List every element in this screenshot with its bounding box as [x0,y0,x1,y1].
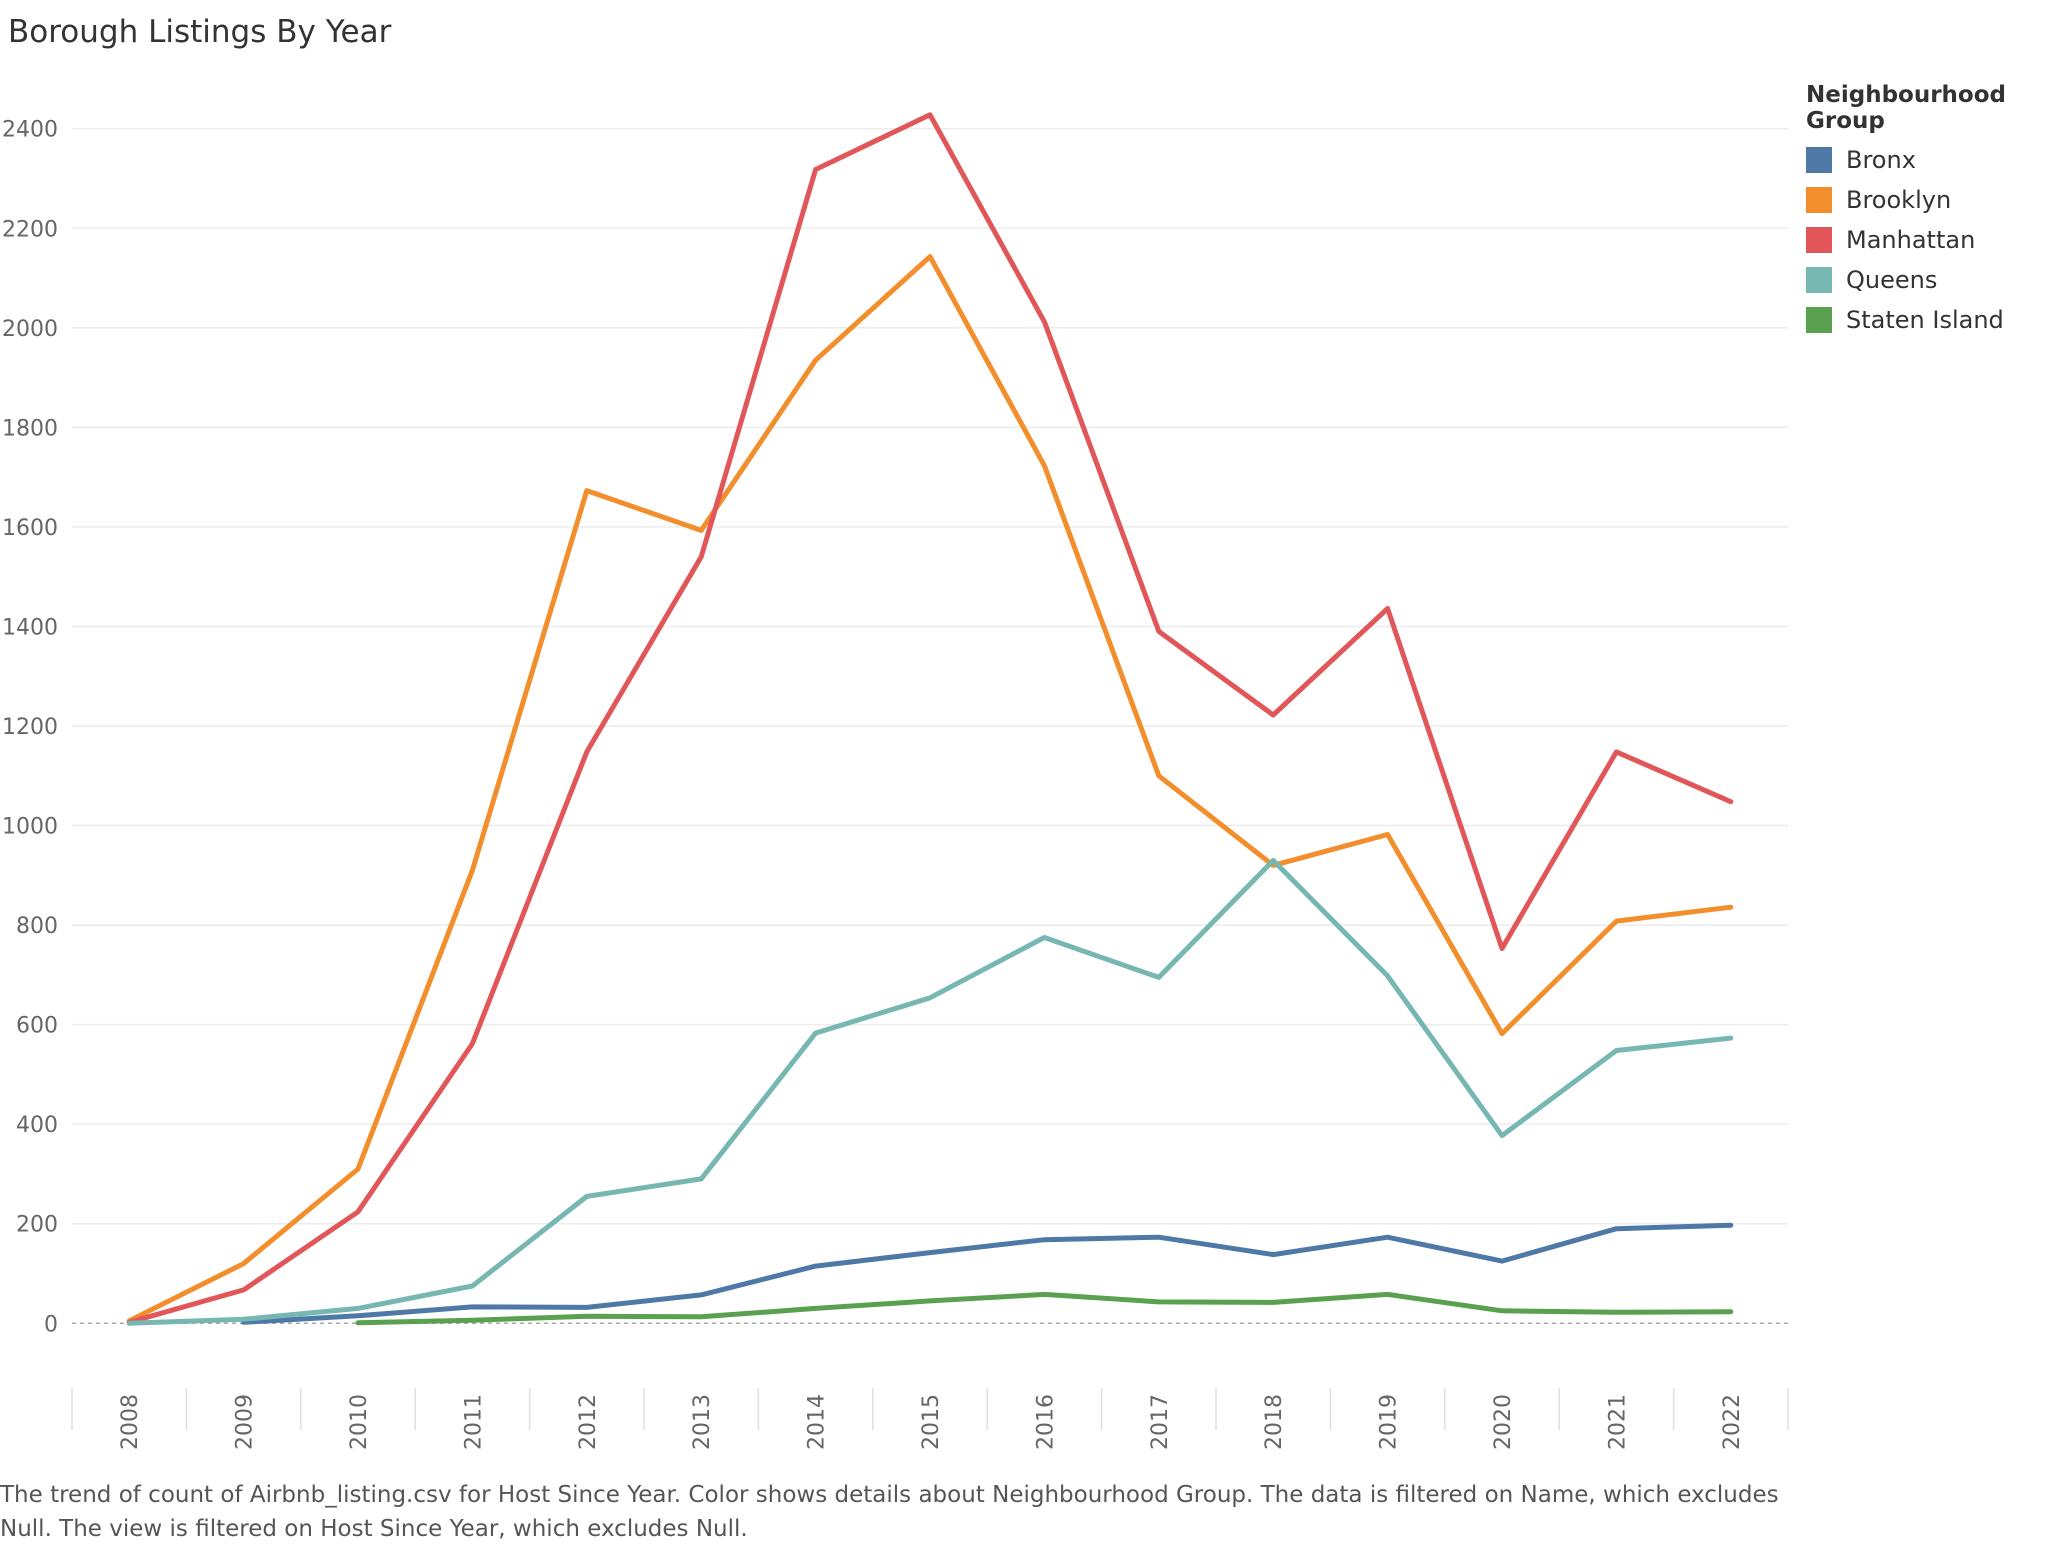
y-axis-ticks: 0 200 400 600 800 1000 1200 1400 1600 1800 2000 220… [2,118,58,1338]
x-tick-label: 2009 [233,1394,258,1450]
y-tick-label: 800 [16,914,58,939]
legend-title: Neighbourhood Group [1806,82,2006,134]
chart-title: Borough Listings By Year [8,14,392,50]
legend-swatch [1806,187,1832,213]
x-axis: 2008 2009 2010 2011 2012 2013 2014 2015 2016 2017… [71,1388,1789,1450]
x-tick-label: 2012 [576,1394,601,1450]
y-tick-label: 1200 [2,715,58,740]
x-tick-label: 2022 [1720,1394,1745,1450]
y-tick-label: 1000 [2,815,58,840]
y-tick-label: 400 [16,1113,58,1138]
series-line-brooklyn[interactable] [126,254,1734,1324]
series-line-bronx[interactable] [241,1222,1734,1325]
x-tick-label: 2019 [1377,1394,1402,1450]
x-tick-label: 2011 [461,1394,486,1450]
legend-label: Staten Island [1846,306,2004,334]
x-tick-label: 2016 [1033,1394,1058,1450]
chart-caption: The trend of count of Airbnb_listing.csv… [0,1482,1779,1542]
legend-label: Manhattan [1846,226,1976,254]
legend-swatch [1806,227,1832,253]
legend-swatch [1806,147,1832,173]
y-tick-label: 200 [16,1213,58,1238]
legend-item-bronx[interactable]: Bronx [1806,140,2072,180]
legend-item-brooklyn[interactable]: Brooklyn [1806,180,2072,220]
x-tick-label: 2021 [1605,1394,1630,1450]
legend-item-queens[interactable]: Queens [1806,260,2072,300]
y-tick-label: 1600 [2,516,58,541]
y-tick-label: 1400 [2,615,58,640]
legend-label: Queens [1846,266,1938,294]
legend-item-staten-island[interactable]: Staten Island [1806,300,2072,340]
legend-swatch [1806,267,1832,293]
x-tick-label: 2010 [347,1394,372,1450]
legend-swatch [1806,307,1832,333]
legend-label: Brooklyn [1846,186,1952,214]
legend-label: Bronx [1846,146,1916,174]
x-tick-label: 2018 [1262,1394,1287,1450]
x-tick-label: 2013 [690,1394,715,1450]
x-tick-label: 2014 [805,1394,830,1450]
legend: Neighbourhood Group Bronx Brooklyn Manhatt… [1806,82,2072,340]
x-tick-label: 2008 [118,1394,143,1450]
y-tick-label: 0 [44,1312,58,1337]
y-tick-label: 2000 [2,317,58,342]
x-tick-label: 2020 [1491,1394,1516,1450]
line-chart: 0 200 400 600 800 1000 1200 1400 1600 1800 2000 220… [2,112,1789,1450]
series-line-staten-island[interactable] [355,1291,1734,1326]
series-line-queens[interactable] [126,857,1734,1326]
y-tick-label: 1800 [2,416,58,441]
y-tick-label: 2400 [2,118,58,143]
x-tick-label: 2017 [1148,1394,1173,1450]
legend-item-manhattan[interactable]: Manhattan [1806,220,2072,260]
y-tick-label: 600 [16,1014,58,1039]
series-lines [126,112,1734,1326]
y-tick-label: 2200 [2,217,58,242]
x-tick-label: 2015 [919,1394,944,1450]
gridlines [72,127,1788,1325]
series-line-manhattan[interactable] [126,112,1734,1325]
